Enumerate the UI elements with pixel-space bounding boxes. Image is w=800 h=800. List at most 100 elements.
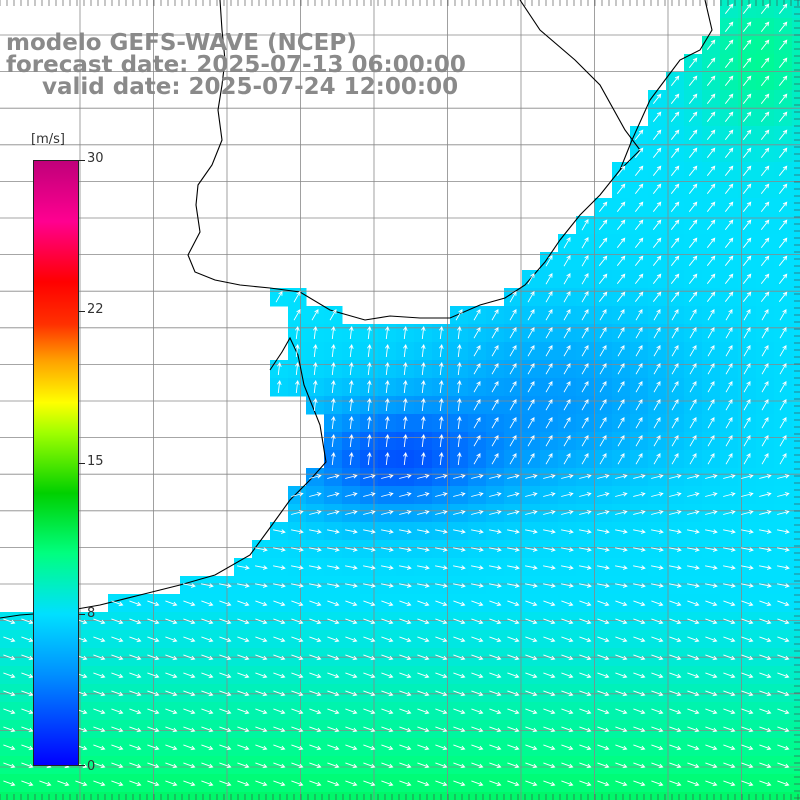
wind-arrow: [651, 636, 664, 643]
wind-arrow: [471, 565, 484, 570]
wind-arrow: [147, 726, 160, 733]
wind-arrow: [669, 547, 682, 552]
wind-arrow: [291, 510, 304, 515]
wind-arrow: [527, 290, 535, 303]
wind-arrow: [507, 583, 520, 588]
wind-arrow: [295, 344, 300, 358]
wind-arrow: [489, 600, 502, 607]
wind-arrow: [688, 255, 698, 266]
wind-arrow: [111, 618, 124, 625]
wind-arrow: [453, 600, 466, 607]
coastline-northeast: [519, 0, 641, 171]
wind-arrow: [385, 434, 390, 448]
wind-arrow: [381, 672, 394, 679]
wind-arrow: [779, 344, 787, 357]
wind-arrow: [381, 636, 394, 643]
wind-arrow: [471, 672, 484, 679]
wind-arrow: [527, 272, 535, 285]
wind-arrow: [688, 237, 698, 248]
wind-arrow: [543, 510, 556, 515]
wind-arrow: [111, 780, 124, 787]
wind-arrow: [671, 344, 679, 357]
wind-arrow: [237, 654, 250, 661]
wind-arrow: [760, 219, 770, 230]
wind-arrow: [705, 618, 718, 625]
wind-arrow: [778, 111, 788, 122]
wind-arrow: [563, 416, 571, 429]
wind-arrow: [687, 600, 700, 607]
wind-arrow: [417, 636, 430, 643]
wind-arrow: [331, 452, 336, 466]
wind-arrow: [183, 762, 196, 769]
wind-arrow: [653, 380, 661, 393]
wind-arrow: [599, 416, 607, 429]
wind-arrow: [597, 529, 610, 534]
wind-arrow: [761, 380, 769, 393]
wind-arrow: [777, 690, 790, 697]
wind-arrow: [21, 690, 34, 697]
wind-arrow: [473, 398, 481, 411]
wind-arrow: [724, 21, 734, 32]
wind-arrow: [687, 708, 700, 715]
wind-arrow: [633, 565, 646, 570]
wind-arrow: [471, 510, 484, 515]
wind-speed-cell: [792, 216, 800, 235]
wind-arrow: [761, 434, 769, 447]
wind-arrow: [471, 744, 484, 751]
wind-arrow: [311, 308, 319, 321]
wind-arrow: [363, 529, 376, 534]
wind-arrow: [201, 780, 214, 787]
wind-arrow: [741, 726, 754, 733]
wind-arrow: [219, 726, 232, 733]
wind-speed-cell: [792, 360, 800, 379]
wind-speed-cell: [792, 756, 800, 775]
wind-arrow: [561, 618, 574, 625]
wind-arrow: [725, 380, 733, 393]
wind-speed-cell: [18, 792, 37, 800]
colorbar-tick-8: 8: [87, 606, 96, 621]
wind-arrow: [778, 39, 788, 50]
wind-arrow: [652, 237, 662, 248]
wind-arrow: [381, 529, 394, 534]
wind-speed-cell: [756, 792, 775, 800]
wind-arrow: [759, 690, 772, 697]
wind-arrow: [93, 690, 106, 697]
wind-arrow: [399, 510, 412, 515]
wind-arrow: [651, 600, 664, 607]
wind-arrow: [579, 708, 592, 715]
wind-arrow: [671, 380, 679, 393]
wind-arrow: [453, 672, 466, 679]
wind-arrow: [724, 183, 734, 194]
wind-arrow: [689, 434, 697, 447]
colorbar-unit: [m/s]: [31, 132, 65, 147]
wind-arrow: [129, 744, 142, 751]
wind-arrow: [543, 708, 556, 715]
wind-arrow: [688, 201, 698, 212]
wind-arrow: [743, 326, 751, 339]
wind-arrow: [760, 75, 770, 86]
wind-arrow: [617, 452, 625, 465]
wind-arrow: [741, 690, 754, 697]
wind-arrow: [399, 529, 412, 534]
wind-arrow: [778, 219, 788, 230]
wind-arrow: [597, 583, 610, 588]
wind-arrow: [705, 636, 718, 643]
wind-arrow: [255, 744, 268, 751]
wind-arrow: [598, 255, 608, 266]
wind-arrow: [759, 492, 772, 497]
wind-speed-cell: [792, 576, 800, 595]
wind-arrow: [399, 636, 412, 643]
wind-arrow: [255, 565, 268, 570]
wind-arrow: [723, 654, 736, 661]
wind-arrow: [688, 183, 698, 194]
wind-arrow: [291, 636, 304, 643]
wind-arrow: [741, 529, 754, 534]
wind-arrow: [129, 672, 142, 679]
wind-arrow: [183, 618, 196, 625]
wind-arrow: [760, 3, 770, 14]
wind-arrow: [309, 654, 322, 661]
wind-arrow: [633, 474, 646, 479]
wind-arrow: [331, 380, 336, 394]
wind-arrow: [651, 672, 664, 679]
wind-arrow: [579, 780, 592, 787]
